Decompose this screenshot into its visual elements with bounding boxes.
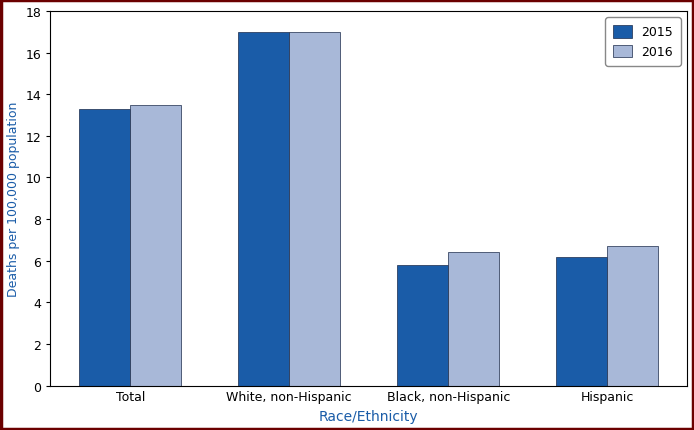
Bar bbox=[398, 265, 448, 386]
Bar bbox=[130, 105, 181, 386]
Bar bbox=[289, 33, 340, 386]
Legend: 2015, 2016: 2015, 2016 bbox=[605, 18, 681, 67]
X-axis label: Race/Ethnicity: Race/Ethnicity bbox=[319, 409, 418, 423]
Bar bbox=[607, 246, 658, 386]
Bar bbox=[238, 33, 289, 386]
Bar bbox=[557, 257, 607, 386]
Bar bbox=[448, 253, 499, 386]
Y-axis label: Deaths per 100,000 population: Deaths per 100,000 population bbox=[7, 101, 20, 296]
Bar bbox=[79, 110, 130, 386]
